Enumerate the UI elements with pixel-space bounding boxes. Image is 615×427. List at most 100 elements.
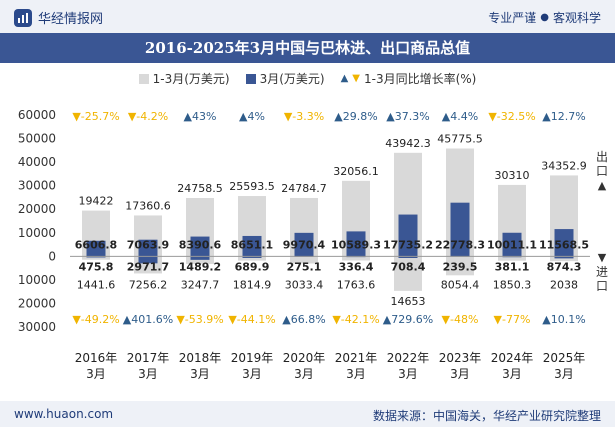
chart-legend: 1-3月(万美元) 3月(万美元) ▲ ▼ 1-3月同比增长率(%) [0,70,615,87]
label-export-cumulative: 19422 [79,195,114,208]
yoy-import-label: ▼-77% [494,313,531,326]
triangle-up-icon: ▲ [340,73,349,84]
footer-url[interactable]: www.huaon.com [14,407,114,421]
x-tick-label: 3月 [346,367,366,381]
side-label-export: 出口 ▲ [595,150,609,193]
x-tick-label: 3月 [554,367,574,381]
bar-export-march [450,202,470,257]
label-export-cumulative: 45775.5 [437,133,483,146]
slogan-right: 客观科学 [552,11,601,25]
label-import-march: 336.4 [339,260,374,273]
slogan-separator: ● [540,12,549,23]
yoy-import-label: ▼-49.2% [72,313,119,326]
bar-import-cumulative [498,256,526,261]
label-export-march: 10011.1 [487,238,537,251]
x-tick-label: 3月 [86,367,106,381]
bar-import-cumulative [446,256,474,276]
yoy-export-label: ▲29.8% [334,110,377,123]
legend-swatch-march [245,73,256,84]
bar-export-march [86,240,106,257]
label-import-cumulative: 3033.4 [285,278,324,291]
label-export-cumulative: 24784.7 [281,182,327,195]
label-import-cumulative: 3247.7 [181,278,220,291]
label-import-cumulative: 7256.2 [129,278,168,291]
y-tick-label: 50000 [18,132,56,146]
bar-import-march [86,256,106,258]
label-import-march: 475.8 [79,260,114,273]
label-export-march: 7063.9 [127,238,169,251]
label-import-march: 708.4 [391,260,426,273]
x-tick-label: 3月 [294,367,314,381]
arrow-down-icon: ▼ [597,251,607,264]
y-tick-label: 40000 [18,155,56,169]
label-export-march: 8390.6 [179,238,222,251]
x-tick-label: 3月 [190,367,210,381]
x-tick-label: 2018年 [179,351,222,365]
yoy-import-label: ▲729.6% [383,313,433,326]
label-import-cumulative: 1441.6 [77,278,116,291]
label-export-cumulative: 24758.5 [177,182,223,195]
bar-export-march [190,236,210,257]
x-tick-label: 2020年 [283,351,326,365]
y-tick-label: 20000 [18,202,56,216]
y-tick-label: 30000 [18,179,56,193]
bar-import-cumulative [82,256,110,260]
yoy-export-label: ▼-32.5% [488,110,535,123]
label-export-march: 9970.4 [283,238,326,251]
label-import-march: 874.3 [547,260,582,273]
x-tick-label: 2023年 [439,351,482,365]
legend-label-cumulative: 1-3月(万美元) [152,72,230,86]
yoy-export-label: ▼-25.7% [72,110,119,123]
x-tick-label: 3月 [398,367,418,381]
yoy-export-label: ▲4.4% [442,110,478,123]
x-tick-label: 2017年 [127,351,170,365]
yoy-export-label: ▲12.7% [542,110,585,123]
triangle-down-icon: ▼ [352,73,360,84]
x-tick-label: 2019年 [231,351,274,365]
label-export-march: 22778.3 [435,238,485,251]
label-import-cumulative: 1763.6 [337,278,376,291]
brand[interactable]: 华经情报网 [14,8,103,27]
legend-label-yoy: 1-3月同比增长率(%) [364,72,477,86]
x-tick-label: 3月 [450,367,470,381]
label-import-cumulative: 1814.9 [233,278,272,291]
bar-export-march [554,229,574,257]
chart-title: 2016-2025年3月中国与巴林进、出口商品总值 [0,33,615,63]
bar-import-march [190,256,210,260]
label-export-march: 11568.5 [539,238,589,251]
bar-export-march [346,231,366,257]
x-tick-label: 3月 [242,367,262,381]
bar-import-cumulative [394,256,422,291]
y-tick-label: 10000 [18,226,56,240]
y-tick-label: 10000 [18,273,56,287]
y-tick-label: 20000 [18,296,56,310]
bar-import-cumulative [342,256,370,261]
x-tick-label: 3月 [138,367,158,381]
yoy-export-label: ▼-3.3% [284,110,324,123]
x-tick-label: 2016年 [75,351,118,365]
bar-export-march [294,232,314,257]
x-tick-label: 2022年 [387,351,430,365]
label-export-cumulative: 30310 [495,169,530,182]
y-tick-label: 0 [48,249,56,263]
x-tick-label: 2025年 [543,351,586,365]
bar-import-cumulative [550,256,578,262]
brand-name: 华经情报网 [38,12,104,27]
label-import-march: 275.1 [287,260,322,273]
x-tick-label: 3月 [502,367,522,381]
footer: www.huaon.com 数据来源：中国海关，华经产业研究院整理 [0,401,615,427]
label-import-march: 689.9 [235,260,270,273]
legend-item-cumulative: 1-3月(万美元) [138,70,230,87]
bar-import-cumulative [186,256,214,264]
label-import-march: 239.5 [443,260,478,273]
label-export-cumulative: 32056.1 [333,165,379,178]
label-export-march: 10589.3 [331,238,381,251]
bar-import-march [242,256,262,258]
legend-item-yoy: ▲ ▼ 1-3月同比增长率(%) [341,70,477,87]
label-export-cumulative: 17360.6 [125,199,171,212]
label-import-cumulative: 1850.3 [493,278,532,291]
side-label-export-text: 出口 [595,150,608,178]
bar-import-march [554,256,574,259]
side-label-import: ▼ 进口 [595,250,609,293]
label-import-march: 381.1 [495,260,530,273]
